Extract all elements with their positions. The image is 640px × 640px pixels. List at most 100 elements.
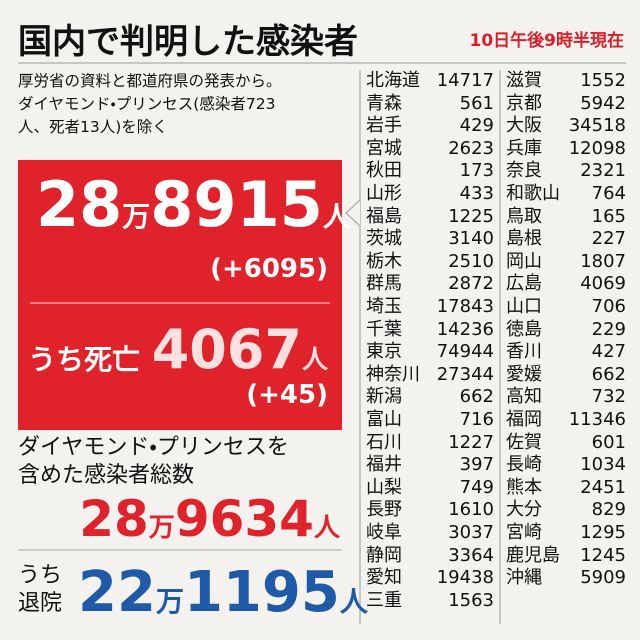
prefecture-name: 石川	[366, 431, 402, 453]
prefecture-name: 香川	[506, 341, 542, 363]
prefecture-name: 愛知	[366, 567, 402, 589]
recovered-total: 22 万 1195 人	[78, 560, 368, 625]
prefecture-name: 佐賀	[506, 431, 542, 453]
prefecture-count: 1225	[448, 205, 494, 227]
unit: 人	[301, 345, 328, 375]
prefecture-name: 愛媛	[506, 363, 542, 385]
prefecture-name: 福島	[366, 205, 402, 227]
prefecture-name: 和歌山	[506, 183, 560, 204]
prefecture-name: 富山	[366, 409, 402, 430]
prefecture-name: 高知	[506, 386, 542, 408]
prefecture-name: 岡山	[506, 250, 542, 272]
prefecture-count: 1610	[448, 499, 494, 521]
prefecture-count: 764	[591, 183, 626, 204]
prefecture-count: 173	[459, 160, 494, 182]
ship-total: 28 万 9634 人	[79, 490, 340, 548]
prefecture-name: 鳥取	[506, 205, 542, 227]
prefecture-count: 11346	[568, 409, 626, 430]
label-line: 退院	[18, 591, 63, 616]
prefecture-name: 栃木	[366, 250, 402, 272]
prefecture-name: 兵庫	[506, 137, 542, 159]
unit: 万	[155, 585, 184, 618]
prefecture-count: 27344	[436, 363, 494, 385]
prefecture-count: 17843	[436, 296, 494, 317]
prefecture-count: 4069	[580, 273, 626, 295]
label-line: うち	[18, 563, 63, 588]
title: 国内で判明した感染者	[18, 22, 358, 62]
prefecture-count: 14236	[436, 318, 494, 340]
prefecture-count: 1807	[580, 250, 626, 272]
prefecture-name: 長野	[366, 499, 402, 521]
number: 4067	[151, 318, 302, 381]
prefecture-name: 山形	[366, 183, 402, 204]
prefecture-name: 滋賀	[506, 70, 542, 91]
infected-total: 28 万 8915 人	[36, 168, 351, 241]
unit: 人	[339, 585, 368, 618]
prefecture-count: 749	[459, 476, 494, 498]
prefecture-count: 2451	[580, 476, 626, 498]
prefecture-count: 3037	[448, 522, 494, 543]
prefecture-count: 19438	[436, 567, 494, 589]
prefecture-name: 広島	[506, 273, 542, 295]
as-of: 10日午後9時半現在	[469, 31, 625, 51]
number: 28	[36, 168, 123, 241]
prefecture-count: 716	[459, 409, 494, 430]
prefecture-count: 2623	[448, 137, 494, 159]
prefecture-count: 397	[459, 454, 494, 476]
label-line: ダイヤモンド・プリンセスを	[18, 435, 289, 460]
prefecture-count: 601	[591, 431, 626, 453]
prefecture-name: 奈良	[506, 160, 542, 182]
prefecture-count: 561	[459, 92, 494, 114]
prefecture-name: 東京	[366, 341, 402, 363]
prefecture-name: 神奈川	[366, 363, 420, 385]
prefecture-name: 埼玉	[366, 296, 402, 317]
note-line: 厚労省の資料と都道府県の発表から。	[18, 72, 282, 90]
deaths-label: うち死亡	[28, 343, 141, 376]
prefecture-name: 長崎	[506, 454, 542, 476]
label-line: 含めた感染者総数	[18, 463, 195, 488]
prefecture-count: 34518	[568, 115, 626, 137]
deaths-total: 4067 人	[152, 318, 328, 381]
prefecture-name: 徳島	[506, 318, 542, 340]
unit: 万	[148, 513, 175, 543]
number: 1195	[183, 560, 340, 625]
prefecture-count: 14717	[436, 70, 494, 91]
prefecture-count: 427	[591, 341, 626, 363]
prefecture-count: 662	[459, 386, 494, 408]
note: 厚労省の資料と都道府県の発表から。 ダイヤモンド・プリンセス(感染者723 人、…	[18, 70, 282, 139]
prefecture-count: 227	[591, 228, 626, 250]
prefecture-name: 宮崎	[506, 522, 542, 543]
prefecture-count: 1563	[448, 589, 494, 611]
prefecture-count: 5909	[580, 567, 626, 589]
prefecture-count: 1034	[580, 454, 626, 476]
prefecture-count: 1245	[580, 544, 626, 566]
prefecture-name: 岐阜	[366, 522, 402, 543]
number: 8915	[150, 168, 323, 241]
prefecture-name: 福井	[366, 454, 402, 476]
ship-label: ダイヤモンド・プリンセスを 含めた感染者総数	[18, 434, 289, 490]
prefecture-name: 福岡	[506, 409, 542, 430]
number: 28	[79, 490, 149, 548]
prefecture-count: 165	[591, 205, 626, 227]
prefecture-count: 429	[459, 115, 494, 137]
prefecture-name: 新潟	[366, 386, 402, 408]
prefecture-count: 1295	[580, 522, 626, 543]
prefecture-name: 静岡	[366, 544, 402, 566]
prefecture-count: 706	[591, 296, 626, 317]
prefecture-count: 74944	[436, 341, 494, 363]
prefecture-name: 京都	[506, 92, 542, 114]
unit: 万	[122, 200, 151, 233]
prefecture-count: 12098	[568, 137, 626, 159]
note-line: 人、死者13人)を除く	[18, 118, 168, 136]
prefecture-count: 829	[591, 499, 626, 521]
prefecture-count: 433	[459, 183, 494, 204]
prefecture-count: 662	[591, 363, 626, 385]
prefecture-name: 沖縄	[506, 567, 542, 589]
unit: 人	[313, 513, 340, 543]
prefecture-name: 大分	[506, 499, 542, 521]
prefecture-count: 732	[591, 386, 626, 408]
prefecture-count: 1552	[580, 70, 626, 91]
prefecture-count: 229	[591, 318, 626, 340]
